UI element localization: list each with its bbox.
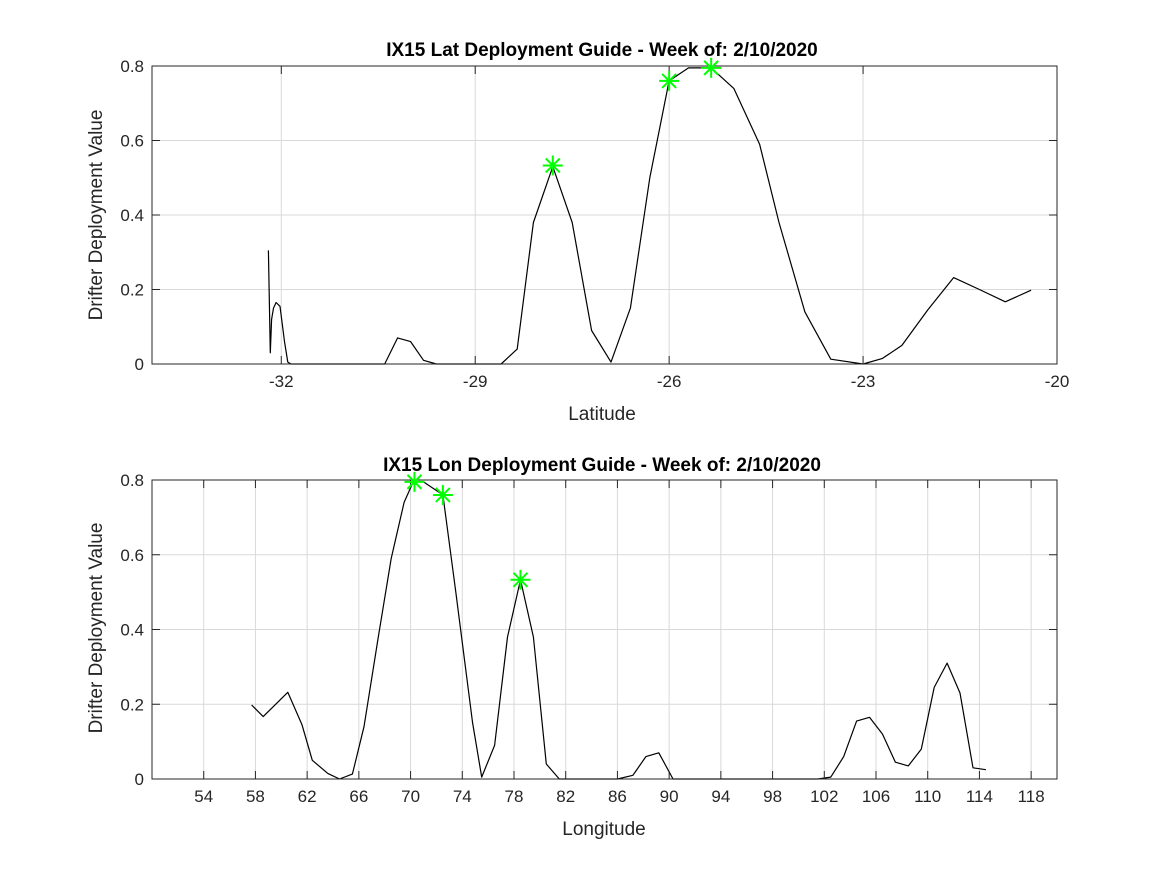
longitude-x-tick-label: 82 bbox=[556, 787, 575, 806]
longitude-x-tick-label: 118 bbox=[1018, 787, 1045, 806]
longitude-x-tick-label: 58 bbox=[246, 787, 265, 806]
longitude-y-tick-label: 0 bbox=[135, 770, 144, 789]
longitude-chart-title: IX15 Lon Deployment Guide - Week of: 2/1… bbox=[383, 455, 821, 476]
latitude-x-tick-label: -32 bbox=[269, 372, 294, 391]
latitude-plot-area: -32 -29 -26 -23 -20 0 0.2 0.4 0.6 0.8 bbox=[120, 57, 1069, 391]
longitude-x-tick-label: 90 bbox=[660, 787, 679, 806]
latitude-x-tick-label: -29 bbox=[463, 372, 488, 391]
latitude-y-tick-label: 0.2 bbox=[120, 281, 144, 300]
longitude-x-tick-label: 78 bbox=[505, 787, 524, 806]
latitude-chart-ylabel: Drifter Deployment Value bbox=[86, 110, 107, 321]
longitude-x-tick-label: 62 bbox=[298, 787, 317, 806]
longitude-y-tick-label: 0.6 bbox=[120, 546, 144, 565]
latitude-y-tick-label: 0.6 bbox=[120, 132, 144, 151]
longitude-chart-ylabel: Drifter Deployment Value bbox=[86, 523, 107, 734]
latitude-series-line bbox=[267, 67, 1032, 365]
longitude-x-tick-label: 94 bbox=[711, 787, 730, 806]
longitude-x-tick-label: 102 bbox=[810, 787, 838, 806]
longitude-x-tick-label: 114 bbox=[966, 787, 993, 806]
longitude-plot-area: 54 58 62 66 70 74 78 82 86 90 94 98 102 106 110 114 118 0… bbox=[120, 471, 1058, 806]
longitude-chart-xlabel: Longitude bbox=[562, 819, 645, 840]
latitude-chart: -32 -29 -26 -23 -20 0 0.2 0.4 0.6 0.8 IX15 Lat De… bbox=[86, 40, 1069, 425]
longitude-x-tick-label: 110 bbox=[914, 787, 941, 806]
longitude-x-tick-label: 66 bbox=[349, 787, 368, 806]
longitude-highlight-marker bbox=[432, 484, 453, 505]
longitude-y-tick-label: 0.8 bbox=[120, 471, 144, 490]
longitude-x-tick-label: 98 bbox=[763, 787, 782, 806]
latitude-y-tick-label: 0 bbox=[135, 355, 144, 374]
longitude-chart: 54 58 62 66 70 74 78 82 86 90 94 98 102 106 110 114 118 0… bbox=[86, 455, 1058, 840]
longitude-x-tick-label: 70 bbox=[401, 787, 420, 806]
longitude-x-tick-label: 74 bbox=[453, 787, 472, 806]
latitude-highlight-marker bbox=[701, 57, 722, 78]
longitude-highlight-marker bbox=[510, 569, 531, 590]
longitude-series-line bbox=[251, 481, 986, 780]
latitude-highlight-marker bbox=[659, 70, 680, 91]
longitude-x-tick-label: 86 bbox=[608, 787, 627, 806]
longitude-y-tick-label: 0.4 bbox=[120, 621, 144, 640]
latitude-y-tick-label: 0.8 bbox=[120, 57, 144, 76]
longitude-y-tick-label: 0.2 bbox=[120, 695, 144, 714]
latitude-chart-xlabel: Latitude bbox=[568, 404, 636, 425]
longitude-x-tick-label: 106 bbox=[862, 787, 890, 806]
latitude-x-tick-label: -23 bbox=[851, 372, 876, 391]
longitude-highlight-marker bbox=[404, 471, 425, 492]
latitude-x-tick-label: -26 bbox=[657, 372, 682, 391]
latitude-highlight-marker bbox=[542, 155, 563, 176]
latitude-y-tick-label: 0.4 bbox=[120, 206, 144, 225]
longitude-x-tick-label: 54 bbox=[194, 787, 213, 806]
latitude-chart-title: IX15 Lat Deployment Guide - Week of: 2/1… bbox=[386, 40, 818, 61]
latitude-x-tick-label: -20 bbox=[1045, 372, 1070, 391]
